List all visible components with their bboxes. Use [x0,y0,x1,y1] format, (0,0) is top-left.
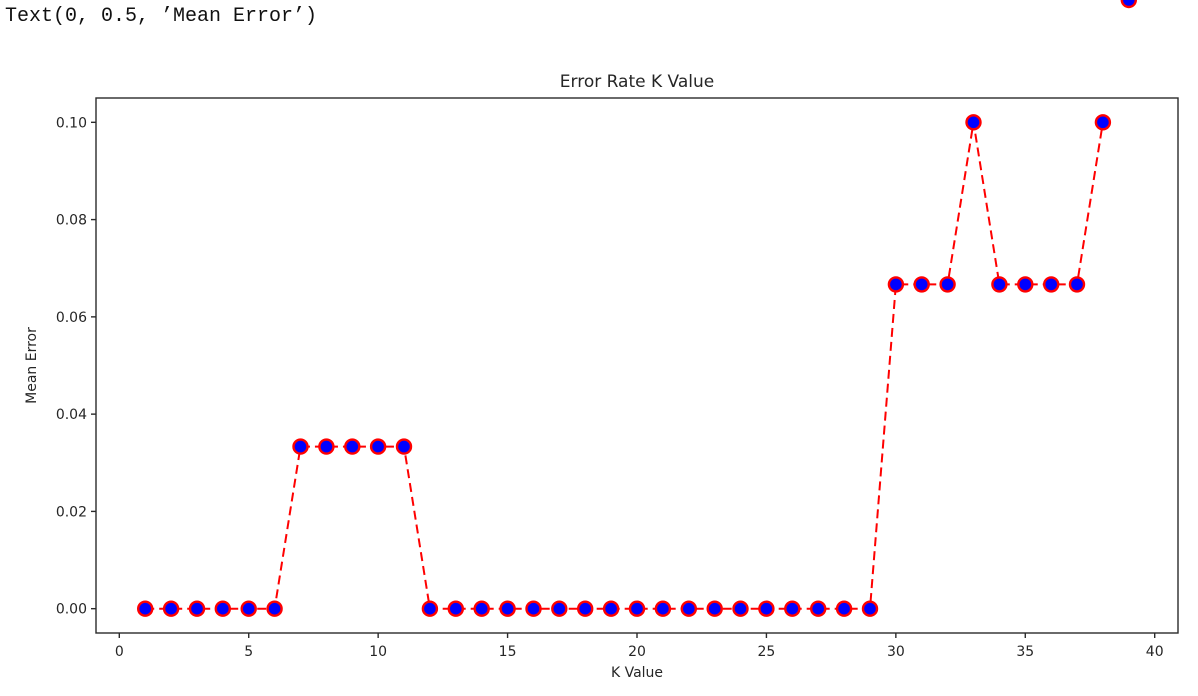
y-axis-ticks: 0.00 0.02 0.04 0.06 0.08 0.10 [56,115,96,618]
data-point [784,600,801,617]
data-point [214,600,232,617]
data-point [318,438,335,455]
plot-frame [95,97,1179,634]
data-point [602,600,620,617]
data-point [810,600,827,617]
data-point [188,600,206,617]
data-point [447,600,464,617]
data-point [1120,0,1137,9]
console-output: Text(0, 0.5, ’Mean Error’) [5,5,318,28]
data-point [654,600,672,617]
y-tick-label: 0.02 [56,504,87,520]
data-point [835,600,853,617]
data-point [680,600,697,617]
x-axis-ticks: 0 5 10 15 20 25 30 35 40 [115,633,1164,660]
data-point [732,600,749,617]
data-point [240,600,257,617]
data-point [525,600,542,617]
y-tick-label: 0.00 [56,602,87,618]
data-point [758,600,775,617]
data-point [136,600,154,617]
data-point [162,600,180,617]
data-point [266,600,283,617]
data-point [628,600,646,617]
y-tick-label: 0.08 [56,213,87,229]
data-point [991,276,1008,293]
error-rate-line [145,122,1104,610]
data-point [913,276,930,293]
x-tick-label: 35 [1016,644,1034,660]
x-tick-label: 15 [499,644,517,660]
data-point [421,600,439,617]
data-point [369,438,387,455]
data-point [939,276,956,293]
y-tick-label: 0.06 [56,310,87,326]
data-point [1068,276,1086,293]
y-axis-label: Mean Error [24,327,40,404]
data-point [1094,114,1112,131]
data-point [395,438,413,455]
data-point [887,276,905,293]
data-point [499,600,516,617]
chart-title: Error Rate K Value [560,72,714,92]
data-point [292,438,309,455]
data-point [706,600,723,617]
data-point [1017,276,1034,293]
y-tick-label: 0.10 [56,115,87,131]
x-tick-label: 40 [1146,644,1164,660]
data-point [1042,276,1060,293]
data-point [965,114,982,131]
data-point [473,600,490,617]
data-point [861,600,879,617]
y-tick-label: 0.04 [56,407,87,423]
x-tick-label: 30 [887,644,905,660]
data-point [344,438,361,455]
data-point [577,600,594,617]
x-tick-label: 25 [758,644,776,660]
x-tick-label: 20 [628,644,646,660]
x-tick-label: 0 [115,644,124,660]
x-tick-label: 5 [244,644,253,660]
x-axis-label: K Value [611,665,663,681]
x-tick-label: 10 [369,644,387,660]
data-series [136,0,1137,617]
data-point [551,600,568,617]
